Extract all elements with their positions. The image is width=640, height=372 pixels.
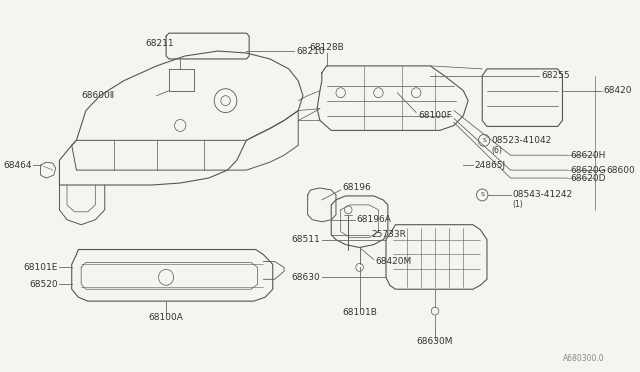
Text: 08543-41242: 08543-41242	[513, 190, 573, 199]
Text: 68520: 68520	[29, 280, 58, 289]
Text: 68101E: 68101E	[23, 263, 58, 272]
Text: A680300.0: A680300.0	[563, 354, 605, 363]
Text: 08523-41042: 08523-41042	[492, 136, 552, 145]
Text: 68620H: 68620H	[570, 151, 605, 160]
Text: S: S	[480, 192, 484, 198]
Text: 68620D: 68620D	[570, 174, 605, 183]
Text: 68100F: 68100F	[418, 111, 452, 120]
Text: 68630M: 68630M	[417, 337, 453, 346]
Text: (6): (6)	[492, 146, 502, 155]
Text: 24865J: 24865J	[475, 161, 506, 170]
Text: 68630: 68630	[291, 273, 320, 282]
Text: 68420: 68420	[603, 86, 632, 95]
Text: 68210: 68210	[296, 46, 325, 55]
Text: 25733R: 25733R	[371, 230, 406, 239]
Text: 68464: 68464	[4, 161, 32, 170]
Text: 68600: 68600	[607, 166, 636, 174]
Text: 68100A: 68100A	[148, 312, 184, 321]
Text: 68255: 68255	[541, 71, 570, 80]
Text: 68196: 68196	[342, 183, 371, 192]
Text: 68511: 68511	[291, 235, 320, 244]
Text: 68128B: 68128B	[309, 42, 344, 52]
Text: 68101B: 68101B	[342, 308, 377, 317]
Text: (1): (1)	[513, 201, 523, 209]
Text: 68420M: 68420M	[376, 257, 412, 266]
Text: 68196A: 68196A	[356, 215, 392, 224]
Text: S: S	[482, 138, 486, 143]
Text: 68620G: 68620G	[570, 166, 605, 174]
Text: 68211: 68211	[145, 39, 174, 48]
Text: 68600Ⅱ: 68600Ⅱ	[81, 91, 114, 100]
